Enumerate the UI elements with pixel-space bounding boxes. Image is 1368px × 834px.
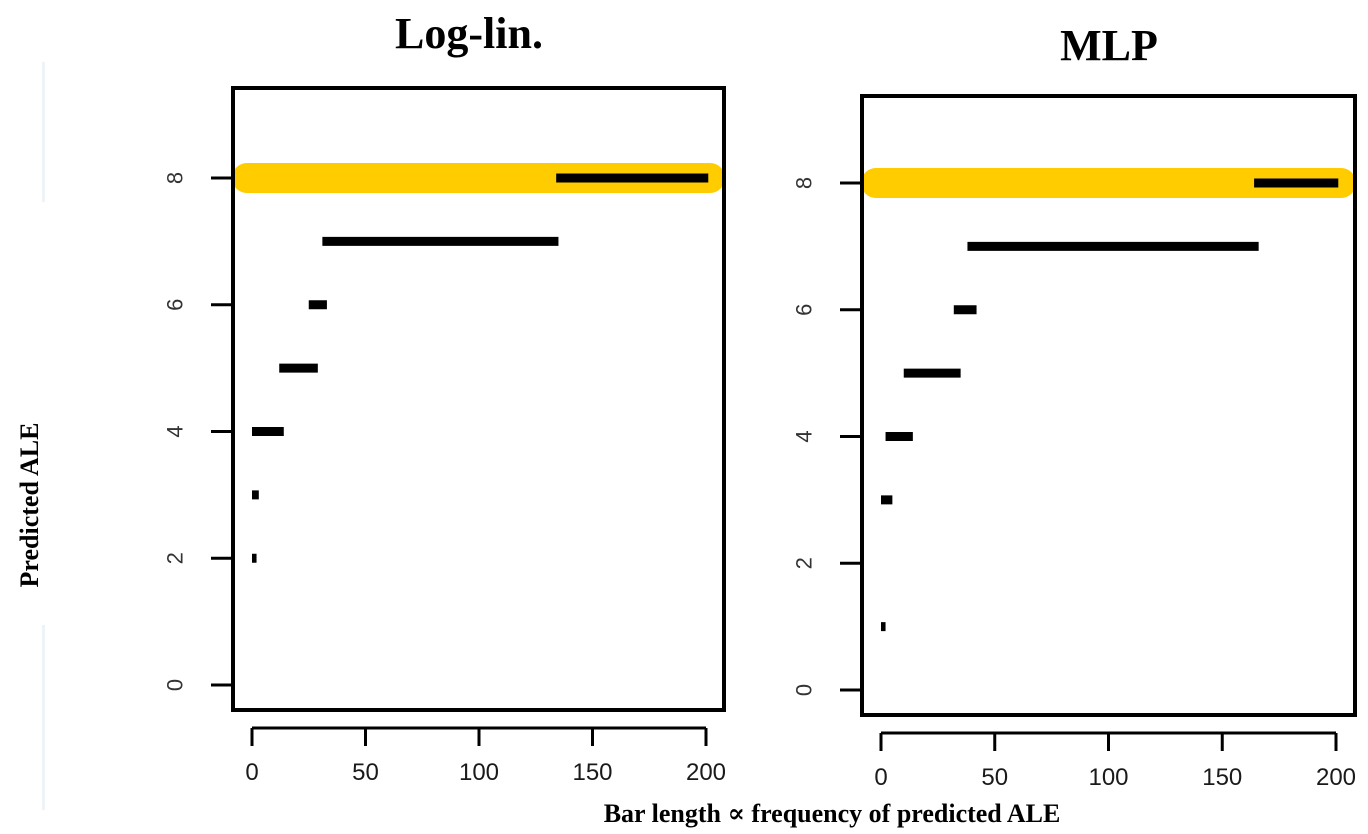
y-tick-label: 4 bbox=[792, 430, 817, 442]
frequency-bar bbox=[1254, 178, 1339, 188]
frequency-bar bbox=[881, 622, 886, 632]
y-tick-label: 2 bbox=[792, 557, 817, 569]
x-tick-label: 0 bbox=[874, 764, 887, 791]
frequency-bar bbox=[322, 236, 559, 246]
y-axis-title: Predicted ALE bbox=[15, 423, 44, 588]
x-axis-title: Bar length ∝ frequency of predicted ALE bbox=[604, 799, 1061, 828]
plot-frame bbox=[860, 94, 1357, 717]
chart-panel-mlp: MLP 0 2 4 6 8 0 50 100 150 200 bbox=[792, 21, 1357, 791]
frequency-bar bbox=[252, 490, 259, 500]
frequency-bar bbox=[967, 241, 1259, 251]
frequency-bar bbox=[252, 553, 257, 563]
panel-title-mlp: MLP bbox=[1060, 21, 1158, 70]
x-tick-label: 150 bbox=[572, 759, 612, 786]
x-tick-label: 150 bbox=[1202, 764, 1242, 791]
x-tick-label: 50 bbox=[981, 764, 1008, 791]
y-tick-label: 0 bbox=[792, 684, 817, 696]
x-tick-label: 100 bbox=[1088, 764, 1128, 791]
scan-artifact-bottom bbox=[42, 625, 45, 810]
x-tick-label: 0 bbox=[245, 759, 258, 786]
y-tick-label: 8 bbox=[792, 177, 817, 189]
y-tick-label: 4 bbox=[163, 425, 188, 437]
x-tick-label: 100 bbox=[459, 759, 499, 786]
y-tick-label: 0 bbox=[163, 679, 188, 691]
x-tick-label: 50 bbox=[352, 759, 379, 786]
y-tick-label: 8 bbox=[163, 172, 188, 184]
frequency-bar bbox=[903, 368, 961, 378]
frequency-bar bbox=[953, 305, 977, 315]
frequency-bar bbox=[308, 300, 327, 310]
y-axis: 0 2 4 6 8 bbox=[163, 172, 233, 691]
x-axis: 0 50 100 150 200 bbox=[874, 731, 1356, 791]
frequency-bar bbox=[881, 495, 893, 505]
x-axis: 0 50 100 150 200 bbox=[245, 726, 726, 786]
y-tick-label: 6 bbox=[163, 299, 188, 311]
x-tick-label: 200 bbox=[686, 759, 726, 786]
frequency-bar bbox=[279, 363, 318, 373]
y-axis: 0 2 4 6 8 bbox=[792, 177, 862, 696]
x-tick-label: 200 bbox=[1316, 764, 1356, 791]
y-tick-label: 2 bbox=[163, 552, 188, 564]
panel-title-loglin: Log-lin. bbox=[395, 9, 543, 58]
frequency-bar bbox=[885, 432, 913, 441]
scan-artifact-top bbox=[42, 62, 45, 202]
bar-group bbox=[881, 178, 1339, 632]
frequency-bar bbox=[556, 173, 709, 183]
chart-panel-loglin: Log-lin. 0 2 4 6 8 0 50 100 150 200 bbox=[163, 9, 727, 786]
plot-frame bbox=[231, 86, 726, 712]
frequency-bar bbox=[252, 427, 284, 436]
y-tick-label: 6 bbox=[792, 304, 817, 316]
bar-group bbox=[252, 173, 709, 563]
